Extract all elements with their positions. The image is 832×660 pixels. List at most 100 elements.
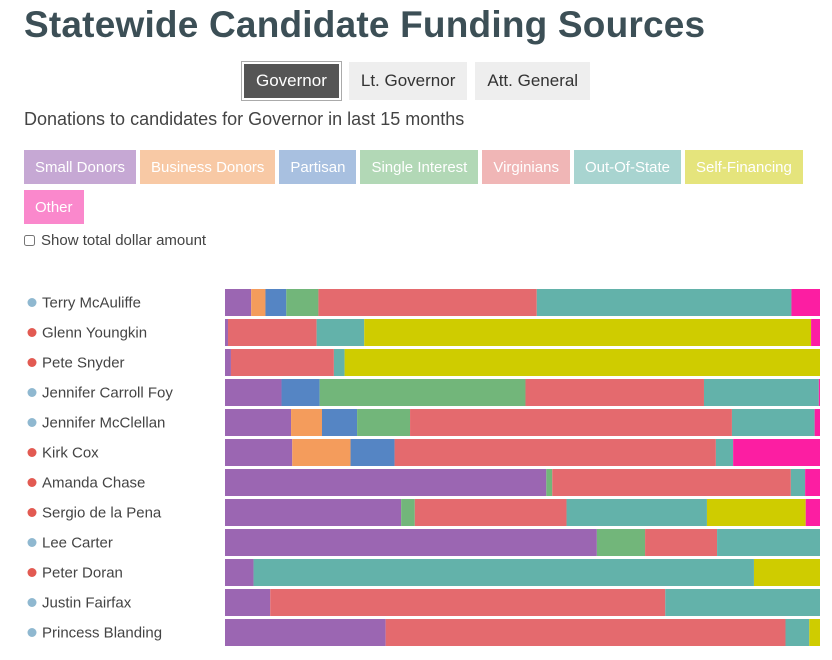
bar-segment[interactable] <box>596 529 646 556</box>
bar-segment[interactable] <box>227 319 317 346</box>
bar-segment[interactable] <box>350 439 395 466</box>
bar-segment[interactable] <box>703 379 819 406</box>
bar-segment[interactable] <box>753 559 820 586</box>
bar-segment[interactable] <box>225 589 271 616</box>
candidate-label: Justin Fairfax <box>42 595 132 612</box>
candidate-label: Princess Blanding <box>42 625 162 642</box>
bar-segment[interactable] <box>814 409 820 436</box>
funding-chart: Terry McAuliffe Glenn Youngkin Pete Snyder… <box>27 289 820 646</box>
candidate-label: Lee Carter <box>42 535 113 552</box>
bar-segment[interactable] <box>225 529 597 556</box>
page-title: Statewide Candidate Funding Sources <box>24 4 706 45</box>
total-amount-label: Show total dollar amount <box>41 232 207 249</box>
legend-partisan[interactable]: Partisan <box>279 150 357 184</box>
party-dot <box>27 328 37 337</box>
bar-segment[interactable] <box>344 349 820 376</box>
bar-segment[interactable] <box>546 469 553 496</box>
legend-business-donors[interactable]: Business Donors <box>140 150 276 184</box>
party-dot <box>27 628 37 637</box>
bar-segment[interactable] <box>318 289 537 316</box>
bar-segment[interactable] <box>230 349 334 376</box>
candidate-label: Jennifer Carroll Foy <box>42 385 173 402</box>
bar-segment[interactable] <box>225 469 547 496</box>
candidate-label: Peter Doran <box>42 565 123 582</box>
party-dot <box>27 298 37 307</box>
bar-segment[interactable] <box>525 379 704 406</box>
bar-segment[interactable] <box>385 619 786 646</box>
bar-segment[interactable] <box>410 409 732 436</box>
chart-subtitle: Donations to candidates for Governor in … <box>24 109 465 129</box>
office-tabs: Governor Lt. Governor Att. General <box>242 62 591 100</box>
bar-segment[interactable] <box>225 409 292 436</box>
total-amount-checkbox[interactable] <box>24 235 35 246</box>
bar-segment[interactable] <box>809 619 820 646</box>
candidate-label: Kirk Cox <box>42 445 99 462</box>
party-dot <box>27 598 37 607</box>
bar-segment[interactable] <box>645 529 718 556</box>
party-dot <box>27 568 37 577</box>
tab-lt-governor[interactable]: Lt. Governor <box>348 62 468 100</box>
bar-segment[interactable] <box>394 439 716 466</box>
party-dot <box>27 448 37 457</box>
bar-segment[interactable] <box>791 289 820 316</box>
party-dot <box>27 478 37 487</box>
bar-segment[interactable] <box>731 409 815 436</box>
bar-segment[interactable] <box>414 499 567 526</box>
party-dot <box>27 538 37 547</box>
legend-virginians[interactable]: Virginians <box>482 150 570 184</box>
bar-segment[interactable] <box>225 379 282 406</box>
bar-segment[interactable] <box>536 289 792 316</box>
party-dot <box>27 418 37 427</box>
legend: Small Donors Business Donors Partisan Si… <box>24 150 814 224</box>
total-amount-toggle[interactable]: Show total dollar amount <box>24 232 206 249</box>
bar-segment[interactable] <box>286 289 319 316</box>
bar-segment[interactable] <box>805 499 820 526</box>
bar-segment[interactable] <box>225 559 254 586</box>
legend-out-of-state[interactable]: Out-Of-State <box>573 150 681 184</box>
bar-segment[interactable] <box>717 529 820 556</box>
bar-segment[interactable] <box>225 319 228 346</box>
bar-segment[interactable] <box>316 319 365 346</box>
bar-segment[interactable] <box>291 409 322 436</box>
bar-segment[interactable] <box>225 289 252 316</box>
legend-small-donors[interactable]: Small Donors <box>24 150 137 184</box>
candidate-label: Terry McAuliffe <box>42 295 141 312</box>
bar-segment[interactable] <box>790 469 806 496</box>
legend-other[interactable]: Other <box>24 190 84 224</box>
bar-segment[interactable] <box>225 619 386 646</box>
bar-segment[interactable] <box>552 469 791 496</box>
bar-segment[interactable] <box>292 439 351 466</box>
bar-segment[interactable] <box>225 499 402 526</box>
bar-segment[interactable] <box>270 589 666 616</box>
candidate-label: Sergio de la Pena <box>42 505 162 522</box>
bar-segment[interactable] <box>706 499 806 526</box>
bar-segment[interactable] <box>818 379 820 406</box>
bar-segment[interactable] <box>319 379 526 406</box>
party-dot <box>27 388 37 397</box>
bar-segment[interactable] <box>281 379 320 406</box>
bar-segment[interactable] <box>265 289 287 316</box>
bar-segment[interactable] <box>715 439 734 466</box>
bar-segment[interactable] <box>805 469 820 496</box>
bar-segment[interactable] <box>251 289 266 316</box>
bar-segment[interactable] <box>364 319 812 346</box>
bar-segment[interactable] <box>733 439 820 466</box>
tab-governor[interactable]: Governor <box>242 62 341 100</box>
legend-single-interest[interactable]: Single Interest <box>360 150 479 184</box>
candidate-label: Glenn Youngkin <box>42 325 147 342</box>
bar-segment[interactable] <box>566 499 707 526</box>
tab-att-general[interactable]: Att. General <box>475 62 591 100</box>
bar-segment[interactable] <box>811 319 820 346</box>
bar-segment[interactable] <box>401 499 415 526</box>
candidate-label: Pete Snyder <box>42 355 125 372</box>
bar-segment[interactable] <box>225 439 293 466</box>
bar-segment[interactable] <box>357 409 411 436</box>
bar-segment[interactable] <box>665 589 820 616</box>
bar-segment[interactable] <box>785 619 810 646</box>
party-dot <box>27 508 37 517</box>
bar-segment[interactable] <box>225 349 231 376</box>
bar-segment[interactable] <box>333 349 345 376</box>
bar-segment[interactable] <box>321 409 358 436</box>
legend-self-financing[interactable]: Self-Financing <box>684 150 803 184</box>
bar-segment[interactable] <box>253 559 754 586</box>
